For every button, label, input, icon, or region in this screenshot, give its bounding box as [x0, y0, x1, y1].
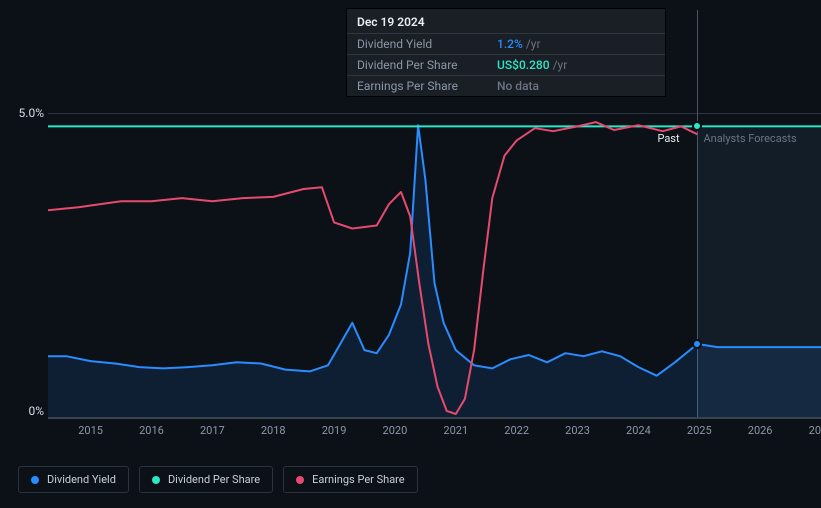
- legend-label: Earnings Per Share: [312, 473, 405, 486]
- tooltip-row-value: US$0.280: [497, 58, 550, 72]
- legend-item-earnings-per-share[interactable]: Earnings Per Share: [283, 466, 418, 493]
- gridline-baseline: [48, 417, 821, 419]
- legend-dot-icon: [31, 476, 39, 484]
- legend-label: Dividend Per Share: [168, 473, 260, 486]
- x-tick: 2024: [626, 424, 651, 437]
- legend-label: Dividend Yield: [47, 473, 116, 486]
- legend-item-dividend-per-share[interactable]: Dividend Per Share: [139, 466, 273, 493]
- tooltip-title: Dec 19 2024: [347, 9, 665, 33]
- dividend-chart: 5.0% 0% Past Analysts Forecasts 20152016…: [0, 0, 821, 508]
- tooltip-row-value: No data: [497, 79, 539, 93]
- x-tick: 2027: [809, 424, 821, 437]
- tooltip-row: Dividend Yield 1.2%/yr: [347, 33, 665, 54]
- x-tick: 2016: [139, 424, 164, 437]
- chart-legend: Dividend Yield Dividend Per Share Earnin…: [18, 466, 418, 493]
- x-tick: 2020: [383, 424, 408, 437]
- marker-dividend-yield: [692, 339, 702, 349]
- x-tick: 2026: [748, 424, 773, 437]
- marker-dividend-per-share: [692, 121, 702, 131]
- tooltip-row-unit: /yr: [526, 37, 541, 51]
- y-tick-max: 5.0%: [4, 106, 44, 120]
- tooltip-row: Dividend Per Share US$0.280/yr: [347, 54, 665, 75]
- x-tick: 2015: [78, 424, 103, 437]
- x-tick: 2021: [443, 424, 468, 437]
- x-tick: 2017: [200, 424, 225, 437]
- y-tick-min: 0%: [4, 404, 44, 418]
- plot-area[interactable]: [48, 113, 821, 417]
- x-tick: 2023: [565, 424, 590, 437]
- legend-item-dividend-yield[interactable]: Dividend Yield: [18, 466, 129, 493]
- legend-dot-icon: [296, 476, 304, 484]
- x-tick: 2019: [322, 424, 347, 437]
- tooltip-row-unit: /yr: [553, 58, 568, 72]
- tooltip-row-label: Earnings Per Share: [357, 79, 497, 93]
- chart-tooltip: Dec 19 2024 Dividend Yield 1.2%/yr Divid…: [346, 8, 666, 97]
- tooltip-row-value: 1.2%: [497, 37, 523, 51]
- tooltip-row-label: Dividend Per Share: [357, 58, 497, 72]
- x-tick: 2025: [687, 424, 712, 437]
- legend-dot-icon: [152, 476, 160, 484]
- x-tick: 2018: [261, 424, 286, 437]
- tooltip-row: Earnings Per Share No data: [347, 75, 665, 96]
- tooltip-row-label: Dividend Yield: [357, 37, 497, 51]
- x-tick: 2022: [504, 424, 529, 437]
